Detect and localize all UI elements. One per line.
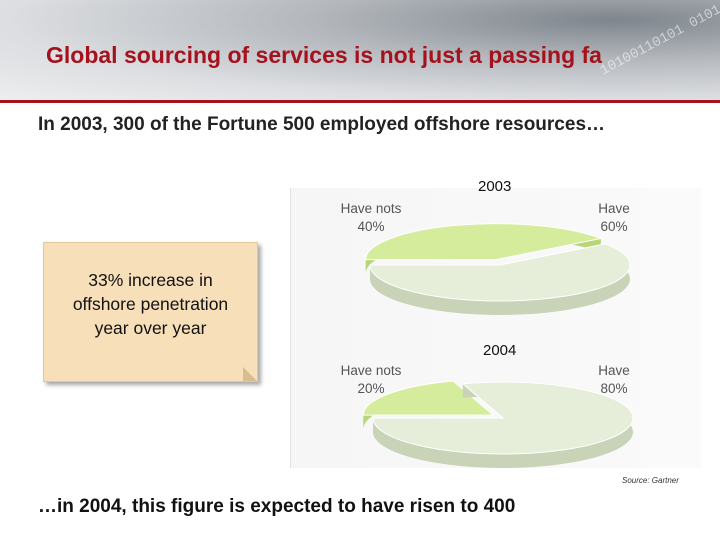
source-note: Source: Gartner [622, 476, 679, 485]
label-have-2003: Have 60% [598, 201, 630, 234]
chart-title-2003: 2003 [478, 178, 512, 195]
pie-2003-slice-1-have [369, 243, 631, 302]
slide-subtitle: In 2003, 300 of the Fortune 500 employed… [38, 114, 606, 135]
pie-2004-slice-0-have-nots [362, 380, 495, 416]
pie-2004-slice-1-have [372, 381, 634, 455]
label-have-2004: Have 80% [598, 363, 630, 396]
sticky-note-text: 33% increase in offshore penetration yea… [72, 270, 229, 338]
header-divider [0, 100, 720, 103]
slide-title: Global sourcing of services is not just … [46, 42, 602, 68]
chart-title-2004: 2004 [483, 342, 517, 359]
slide-footer: …in 2004, this figure is expected to hav… [38, 496, 516, 517]
sticky-note: 33% increase in offshore penetration yea… [43, 242, 258, 382]
header-banner: 10100110101 0101 Global sourcing of serv… [0, 0, 720, 100]
label-have-nots-2004: Have nots 20% [340, 363, 402, 396]
pie-2003-slice-0-have-nots [365, 223, 603, 261]
label-have-nots-2003: Have nots 40% [340, 201, 402, 234]
note-fold-corner [243, 367, 257, 381]
pie-2003-slice-1-side [370, 243, 631, 315]
